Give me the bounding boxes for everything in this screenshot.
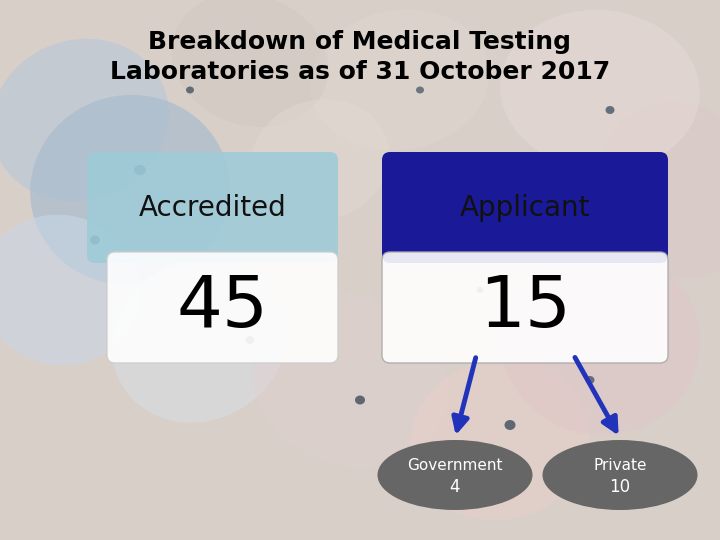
Ellipse shape (416, 86, 424, 93)
Ellipse shape (377, 440, 533, 510)
Text: Government: Government (408, 457, 503, 472)
Text: 10: 10 (609, 478, 631, 496)
Ellipse shape (0, 215, 140, 366)
Ellipse shape (410, 359, 590, 521)
Ellipse shape (585, 376, 595, 384)
Ellipse shape (30, 95, 230, 285)
FancyArrowPatch shape (575, 357, 616, 431)
Ellipse shape (500, 245, 700, 435)
Text: 45: 45 (176, 273, 269, 342)
Ellipse shape (542, 440, 698, 510)
Ellipse shape (598, 102, 720, 278)
Ellipse shape (310, 9, 490, 151)
Ellipse shape (186, 86, 194, 93)
Ellipse shape (477, 287, 484, 293)
Text: Applicant: Applicant (460, 193, 590, 221)
Ellipse shape (90, 235, 100, 245)
FancyBboxPatch shape (382, 252, 668, 363)
Ellipse shape (134, 165, 146, 175)
Ellipse shape (606, 106, 614, 114)
FancyBboxPatch shape (382, 152, 668, 263)
Text: Private: Private (593, 457, 647, 472)
FancyBboxPatch shape (107, 252, 338, 363)
Ellipse shape (251, 293, 449, 467)
Ellipse shape (171, 0, 328, 127)
Text: Breakdown of Medical Testing
Laboratories as of 31 October 2017: Breakdown of Medical Testing Laboratorie… (110, 30, 610, 84)
Text: 15: 15 (479, 273, 571, 342)
Ellipse shape (251, 99, 390, 221)
FancyArrowPatch shape (454, 357, 476, 430)
Ellipse shape (112, 258, 287, 423)
Ellipse shape (0, 39, 169, 201)
Ellipse shape (355, 395, 365, 404)
Text: 4: 4 (450, 478, 460, 496)
Ellipse shape (371, 169, 529, 311)
Ellipse shape (645, 235, 655, 245)
Ellipse shape (500, 10, 700, 170)
FancyBboxPatch shape (87, 152, 338, 263)
Text: Accredited: Accredited (139, 193, 287, 221)
Ellipse shape (246, 336, 254, 344)
Ellipse shape (505, 420, 516, 430)
